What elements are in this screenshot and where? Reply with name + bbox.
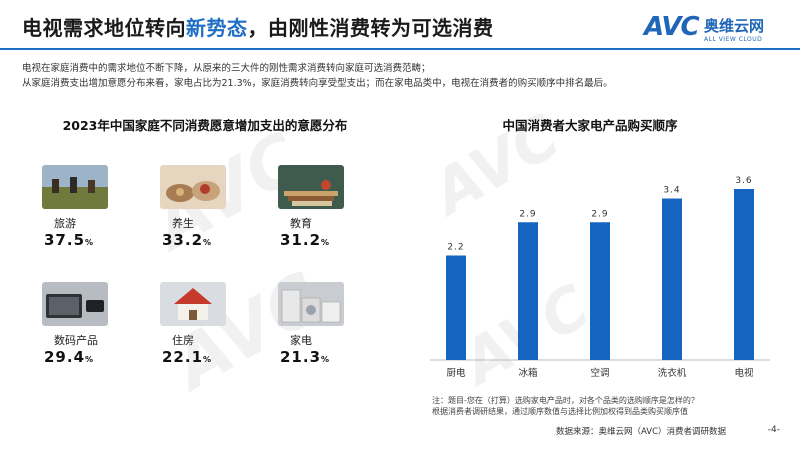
- bar-chart: 2.2 厨电 2.9 冰箱 2.9 空调 3.4 洗衣机 3.6 电视: [430, 176, 770, 379]
- tile-label: 住房: [172, 334, 194, 347]
- category-label-1: 冰箱: [518, 367, 537, 379]
- logo-mark: AVC: [644, 12, 700, 42]
- header-divider: [0, 48, 800, 50]
- tile-travel: 旅游 37.5%: [42, 165, 126, 249]
- data-label-4: 3.6: [735, 176, 752, 186]
- logo-english-name: ALL VIEW CLOUD: [704, 36, 763, 43]
- page-title: 电视需求地位转向新势态，由刚性消费转为可选消费: [22, 12, 494, 41]
- tile-value: 37.5%: [42, 231, 126, 249]
- category-label-2: 空调: [590, 367, 609, 379]
- category-label-4: 电视: [734, 367, 754, 379]
- title-pre: 电视需求地位转向: [22, 16, 186, 40]
- digital-photo-icon: [42, 282, 108, 326]
- tile-appliance: 家电 21.3%: [278, 282, 362, 366]
- data-label-0: 2.2: [447, 243, 464, 253]
- value-number: 21.3: [280, 348, 322, 366]
- bar-3: [662, 198, 682, 360]
- description-line-2: 从家庭消费支出增加意愿分布来看，家电占比为21.3%，家庭消费转向享受型支出；而…: [22, 78, 613, 89]
- page-number: -4-: [767, 425, 780, 435]
- value-unit: %: [321, 238, 331, 247]
- value-number: 22.1: [162, 348, 204, 366]
- value-number: 31.2: [280, 231, 322, 249]
- logo-chinese-name: 奥维云网: [704, 17, 765, 35]
- tile-label: 教育: [290, 217, 312, 230]
- chart-title: 中国消费者大家电产品购买顺序: [502, 118, 678, 133]
- avc-logo: AVC 奥维云网 ALL VIEW CLOUD: [644, 12, 774, 48]
- appliance-photo-icon: [278, 282, 344, 326]
- chart-note: 注：题目-您在（打算）选购家电产品时，对各个品类的选购顺序是怎样的？ 根据消费者…: [432, 395, 792, 417]
- bar-2: [590, 222, 610, 360]
- bar-1: [518, 222, 538, 360]
- title-accent: 新势态: [186, 16, 248, 40]
- value-unit: %: [321, 355, 331, 364]
- value-unit: %: [85, 355, 95, 364]
- tile-value: 33.2%: [160, 231, 244, 249]
- tile-digital: 数码产品 29.4%: [42, 282, 126, 366]
- tile-label: 旅游: [54, 217, 76, 230]
- data-label-1: 2.9: [519, 209, 536, 219]
- bar-0: [446, 255, 466, 360]
- tile-value: 22.1%: [160, 348, 244, 366]
- note-line-1: 注：题目-您在（打算）选购家电产品时，对各个品类的选购顺序是怎样的？: [432, 396, 699, 405]
- value-number: 33.2: [162, 231, 204, 249]
- left-panel-title: 2023年中国家庭不同消费愿意增加支出的意愿分布: [62, 118, 348, 133]
- data-label-2: 2.9: [591, 209, 608, 219]
- tile-value: 31.2%: [278, 231, 362, 249]
- travel-photo-icon: [42, 165, 108, 209]
- data-label-3: 3.4: [663, 186, 680, 196]
- tile-education: 教育 31.2%: [278, 165, 362, 249]
- description-line-1: 电视在家庭消费中的需求地位不断下降，从原来的三大件的刚性需求消费转向家庭可选消费…: [22, 63, 431, 74]
- value-number: 29.4: [44, 348, 86, 366]
- tile-label: 家电: [290, 334, 312, 347]
- data-source: 数据来源：奥维云网（AVC）消费者调研数据: [556, 427, 727, 437]
- category-label-0: 厨电: [446, 367, 466, 379]
- tile-value: 21.3%: [278, 348, 362, 366]
- description: 电视在家庭消费中的需求地位不断下降，从原来的三大件的刚性需求消费转向家庭可选消费…: [22, 61, 722, 91]
- title-post: ，由刚性消费转为可选消费: [247, 16, 494, 40]
- tile-housing: 住房 22.1%: [160, 282, 244, 366]
- bar-4: [734, 189, 754, 360]
- value-unit: %: [85, 238, 95, 247]
- health-photo-icon: [160, 165, 226, 209]
- tile-health: 养生 33.2%: [160, 165, 244, 249]
- note-line-2: 根据消费者调研结果，通过顺序数值与选择比例加权得到品类购买顺序值: [432, 407, 688, 416]
- value-number: 37.5: [44, 231, 86, 249]
- education-photo-icon: [278, 165, 344, 209]
- housing-photo-icon: [160, 282, 226, 326]
- tile-label: 养生: [172, 217, 194, 230]
- value-unit: %: [203, 355, 213, 364]
- category-label-3: 洗衣机: [658, 367, 687, 379]
- value-unit: %: [203, 238, 213, 247]
- tile-value: 29.4%: [42, 348, 126, 366]
- tile-label: 数码产品: [54, 334, 98, 347]
